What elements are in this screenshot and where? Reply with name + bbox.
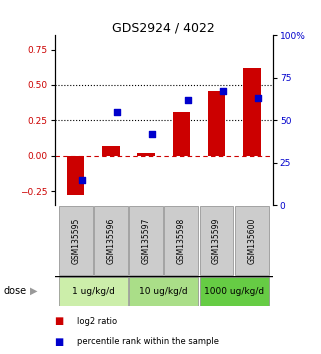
FancyBboxPatch shape	[59, 206, 92, 275]
FancyBboxPatch shape	[59, 277, 128, 306]
Bar	[67, 156, 84, 195]
Text: GSM135600: GSM135600	[247, 217, 256, 264]
Text: dose: dose	[3, 286, 26, 296]
Title: GDS2924 / 4022: GDS2924 / 4022	[112, 21, 215, 34]
Point	[80, 177, 85, 183]
Text: GSM135599: GSM135599	[212, 217, 221, 264]
Text: ■: ■	[55, 337, 64, 347]
Text: 1000 ug/kg/d: 1000 ug/kg/d	[204, 287, 264, 296]
FancyBboxPatch shape	[200, 206, 233, 275]
FancyBboxPatch shape	[129, 277, 198, 306]
FancyBboxPatch shape	[164, 206, 198, 275]
Text: 1 ug/kg/d: 1 ug/kg/d	[72, 287, 115, 296]
Text: GSM135597: GSM135597	[142, 217, 151, 264]
Bar	[172, 112, 190, 156]
Text: 10 ug/kg/d: 10 ug/kg/d	[139, 287, 188, 296]
Bar	[137, 153, 155, 156]
Point	[220, 88, 225, 94]
Text: GSM135598: GSM135598	[177, 218, 186, 264]
Point	[256, 96, 261, 101]
Point	[115, 109, 120, 115]
Text: ■: ■	[55, 316, 64, 326]
Bar	[208, 91, 225, 156]
FancyBboxPatch shape	[235, 206, 269, 275]
FancyBboxPatch shape	[94, 206, 128, 275]
Text: GSM135595: GSM135595	[71, 217, 80, 264]
Bar	[243, 68, 261, 156]
Point	[185, 97, 190, 103]
Text: log2 ratio: log2 ratio	[77, 316, 117, 326]
Bar	[102, 146, 120, 156]
Text: ▶: ▶	[30, 286, 37, 296]
FancyBboxPatch shape	[200, 277, 269, 306]
FancyBboxPatch shape	[129, 206, 163, 275]
Point	[150, 131, 155, 137]
Text: percentile rank within the sample: percentile rank within the sample	[77, 337, 219, 346]
Text: GSM135596: GSM135596	[106, 217, 116, 264]
